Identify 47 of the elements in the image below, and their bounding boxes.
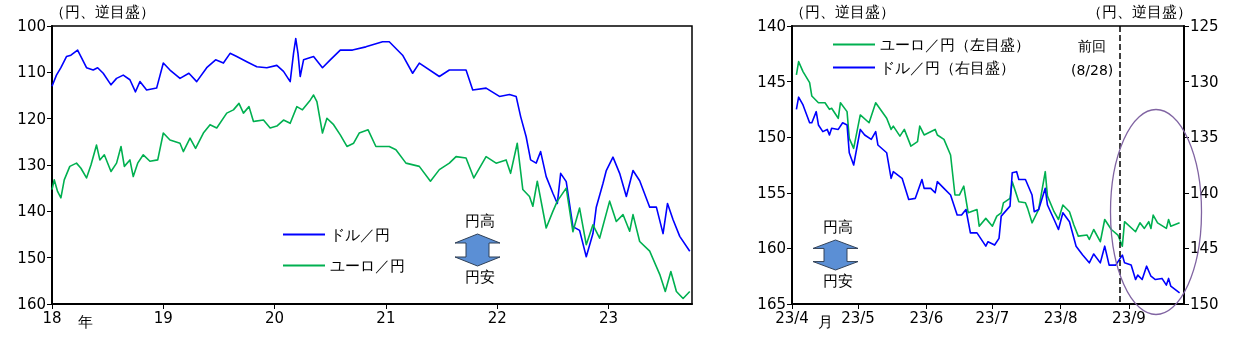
x-axis-title: 月 — [818, 312, 833, 331]
y-tick-label: 155 — [757, 183, 786, 202]
line-series — [51, 37, 691, 258]
y2-tick-label: 125 — [1190, 17, 1219, 35]
y-tick-label: 150 — [757, 128, 786, 147]
annotation: 円安 — [464, 268, 495, 287]
legend-label: ドル／円 — [330, 225, 390, 244]
y-tick-label: 110 — [17, 63, 46, 82]
line-series — [795, 96, 1181, 294]
y2-axis-title: （円、逆目盛） — [1087, 2, 1192, 21]
y-axis-title: （円、逆目盛） — [790, 2, 895, 21]
y-tick-label: 140 — [757, 17, 786, 35]
legend-label: ユーロ／円（左目盛） — [880, 35, 1030, 54]
x-tick-label: 23/9 — [1112, 308, 1146, 327]
x-tick-label: 23/8 — [1043, 308, 1078, 327]
annotation: 円高 — [822, 218, 853, 237]
y2-tick-label: 130 — [1190, 72, 1219, 91]
x-tick-label: 21 — [376, 308, 396, 327]
x-tick-label: 18 — [42, 308, 62, 327]
x-axis-title: 年 — [78, 312, 93, 331]
y-tick-label: 145 — [757, 72, 786, 91]
y-tick-label: 140 — [17, 202, 46, 221]
legend-label: ユーロ／円 — [330, 256, 405, 275]
x-tick-label: 22 — [487, 308, 507, 327]
y2-tick-label: 145 — [1190, 239, 1219, 258]
y2-tick-label: 150 — [1190, 295, 1219, 313]
y-tick-label: 160 — [757, 239, 786, 258]
annotation: 円高 — [464, 212, 495, 231]
y-tick-label: 100 — [17, 17, 46, 35]
x-tick-label: 23/7 — [975, 308, 1010, 327]
y2-tick-label: 140 — [1190, 183, 1219, 202]
annotation: 円安 — [822, 272, 853, 291]
x-tick-label: 23/4 — [775, 308, 809, 327]
y-tick-label: 130 — [17, 156, 46, 174]
x-tick-label: 23/6 — [909, 308, 944, 327]
y-axis-title: （円、逆目盛） — [50, 2, 155, 21]
x-tick-label: 20 — [265, 308, 285, 327]
line-series — [795, 60, 1181, 247]
y2-tick-label: 135 — [1190, 128, 1219, 147]
ref-line-label: 前回 (8/28) — [1070, 38, 1114, 78]
y-tick-label: 120 — [17, 109, 46, 128]
line-series — [51, 94, 691, 300]
legend-label: ドル／円（右目盛） — [880, 58, 1015, 77]
x-tick-label: 19 — [153, 308, 173, 327]
x-tick-label: 23/5 — [841, 308, 875, 327]
y-tick-label: 150 — [17, 248, 46, 267]
x-tick-label: 23 — [598, 308, 619, 327]
